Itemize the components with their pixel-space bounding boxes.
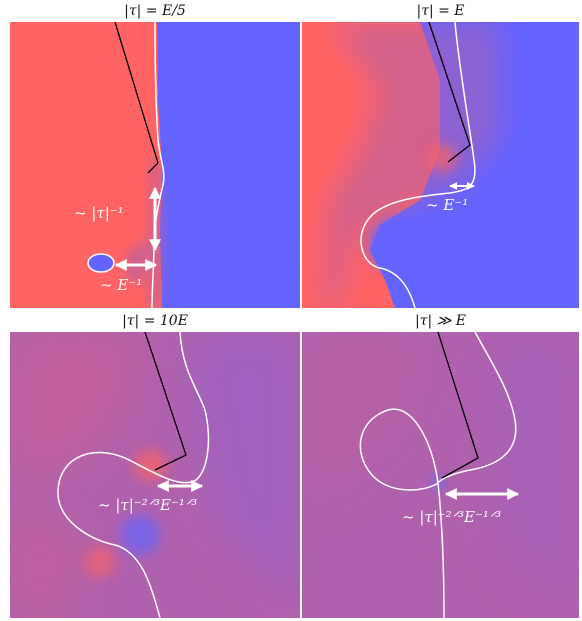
panel-3-field-shading — [10, 332, 300, 618]
panel-3-red-spot-lower — [84, 546, 116, 578]
panel-3-title: |τ| = 10E — [122, 313, 188, 329]
panel-4-field-shading — [302, 332, 579, 618]
panel-1: ~ |τ|⁻¹ ~ E⁻¹ — [10, 22, 300, 308]
panel-4-curve — [359, 332, 517, 618]
panel-2-horizontal-label: ~ E⁻¹ — [426, 196, 468, 214]
panel-3-wedge — [144, 332, 187, 471]
panel-4-horizontal-label: ~ |τ|⁻²ᐟ³E⁻¹ᐟ³ — [402, 508, 501, 526]
panel-3: ~ |τ|⁻²ᐟ³E⁻¹ᐟ³ — [10, 332, 300, 618]
panel-1-loop-curve — [87, 253, 115, 273]
panel-3-blue-spot — [120, 515, 160, 555]
panel-4-title: |τ| ≫ E — [415, 313, 466, 329]
panel-1-wedge — [114, 22, 159, 174]
panel-1-title: |τ| = E/5 — [124, 3, 186, 19]
panel-4-wedge — [437, 332, 479, 479]
panel-2-curve — [360, 22, 476, 308]
panel-3-curve — [57, 332, 210, 618]
panel-1-curve — [151, 22, 165, 308]
panel-3-red-spot-upper — [134, 449, 166, 481]
panel-2-wedge — [428, 22, 471, 163]
panel-2-title: |τ| = E — [416, 3, 465, 19]
panel-2-blue-lobe — [370, 217, 430, 273]
panel-1-horizontal-label: ~ E⁻¹ — [100, 276, 142, 294]
panel-1-blue-region — [157, 22, 300, 308]
panel-1-blue-blob — [89, 254, 113, 272]
panel-divider-horizontal — [0, 308, 582, 312]
panel-1-vertical-label: ~ |τ|⁻¹ — [74, 204, 124, 222]
panel-4: ~ |τ|⁻²ᐟ³E⁻¹ᐟ³ — [302, 332, 579, 618]
panel-2-red-spot — [428, 144, 456, 172]
panel-2: ~ E⁻¹ — [302, 22, 579, 308]
panel-3-horizontal-label: ~ |τ|⁻²ᐟ³E⁻¹ᐟ³ — [98, 496, 197, 514]
